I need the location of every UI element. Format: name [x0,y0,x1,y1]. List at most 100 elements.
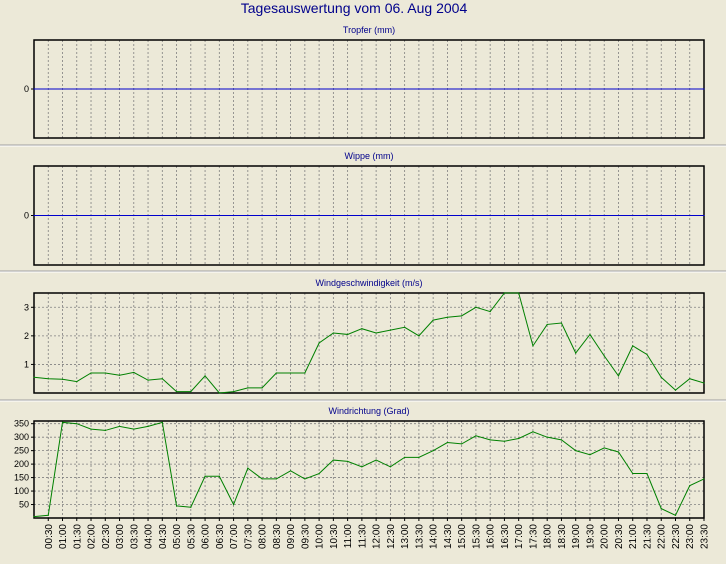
data-point [489,214,491,217]
x-tick-label: 17:00 [514,524,525,549]
chart-panel: Wippe (mm) 0 [24,151,705,266]
data-point [261,478,263,480]
data-point [275,478,277,480]
panel-title: Windrichtung (Grad) [328,406,409,416]
panel-title: Tropfer (mm) [343,25,395,35]
x-tick-label: 19:30 [586,524,597,549]
x-tick-label: 20:00 [600,524,611,549]
y-tick-label: 350 [14,419,29,429]
data-point [689,485,691,487]
data-point [503,214,506,217]
data-point [575,88,577,90]
data-point [489,310,491,313]
data-point [347,214,349,217]
data-point [432,214,434,217]
data-point [90,372,92,374]
data-point [204,88,206,90]
chart-panel: Tropfer (mm) 0 [24,25,705,139]
data-point [375,88,377,90]
data-point [332,332,334,334]
data-point [218,475,220,477]
chart-panel: Windgeschwindigkeit (m/s) 1 2 3 [24,278,705,394]
data-point [646,88,648,90]
data-point [674,389,677,391]
data-point [404,214,406,217]
y-tick-label: 150 [14,473,29,483]
data-point [104,214,106,217]
data-point [418,88,420,90]
x-tick-label: 07:30 [243,524,254,549]
data-point [432,450,434,452]
data-point [118,214,121,217]
data-point [404,456,406,458]
x-tick-label: 14:30 [443,524,454,549]
data-point [617,451,620,453]
x-tick-label: 10:30 [329,524,340,549]
data-point [90,88,92,90]
x-tick-label: 18:30 [557,524,568,549]
x-tick-label: 22:30 [671,524,682,549]
data-point [332,214,334,217]
y-tick-label: 50 [19,500,29,510]
data-point [304,88,306,90]
data-point [660,214,662,217]
data-point [532,214,534,217]
data-point [232,390,235,393]
data-point [375,214,377,217]
data-point [475,306,477,308]
data-point [147,214,149,217]
y-tick-label: 250 [14,446,29,456]
data-point [175,88,178,90]
data-point [318,342,320,344]
data-point [232,214,235,217]
x-tick-label: 22:00 [657,524,668,549]
data-point [61,88,64,90]
data-point [703,382,705,384]
data-point [133,428,135,430]
data-point [617,375,620,377]
x-tick-label: 05:00 [172,524,183,549]
data-point [489,88,491,90]
data-point [33,516,35,518]
data-point [47,214,49,217]
data-point [190,88,192,90]
data-point [632,88,634,90]
data-point [190,390,192,393]
data-point [76,380,78,383]
data-point [104,88,106,90]
data-point [660,507,662,510]
data-point [603,214,605,217]
data-point [47,514,49,516]
data-point [589,454,591,456]
data-point [674,214,677,217]
data-point [304,214,306,217]
x-tick-label: 14:00 [429,524,440,549]
data-point [560,88,563,90]
x-tick-label: 17:30 [528,524,539,549]
data-point [432,319,434,321]
data-point [175,505,178,507]
data-point [518,292,520,294]
y-tick-label: 2 [24,331,29,341]
x-tick-label: 13:00 [400,524,411,549]
x-tick-label: 10:00 [315,524,326,549]
x-tick-label: 11:00 [343,524,354,549]
data-point [560,214,563,217]
data-point [461,88,463,90]
data-point [304,372,306,374]
data-point [446,214,449,217]
data-point [33,88,35,90]
x-tick-label: 03:00 [115,524,126,549]
data-point [204,475,206,477]
data-point [632,472,634,475]
panel-title: Wippe (mm) [345,151,394,161]
data-point [104,372,106,374]
data-point [532,88,534,90]
data-point [418,456,420,458]
x-tick-label: 23:00 [685,524,696,549]
data-point [118,374,121,376]
data-point [204,214,206,217]
data-point [47,378,49,380]
data-point [418,214,420,217]
